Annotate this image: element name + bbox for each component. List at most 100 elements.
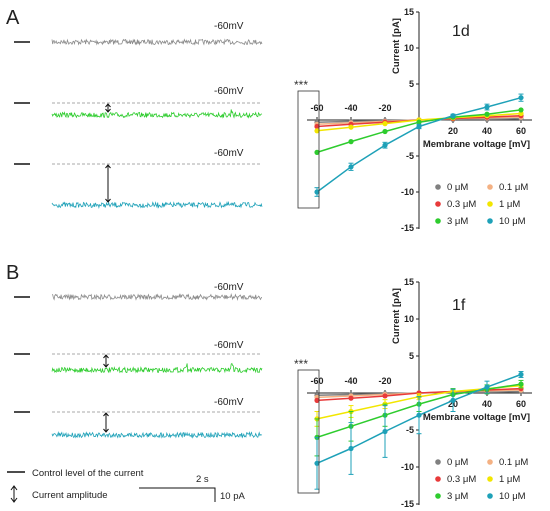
- x-axis-label: Membrane voltage [mV]: [423, 412, 530, 423]
- x-tick-label: -20: [378, 103, 391, 113]
- y-axis-label: Current [pA]: [391, 288, 402, 344]
- x-tick-label: 40: [482, 126, 492, 136]
- y-tick-label: 10: [404, 314, 414, 324]
- scale-bar-current: 10 pA: [220, 491, 245, 502]
- x-tick-label: 60: [516, 126, 526, 136]
- voltage-label: -60mV: [214, 86, 244, 97]
- scale-bar: [139, 487, 216, 502]
- y-tick-label: 15: [404, 7, 414, 17]
- current-trace: [51, 109, 263, 119]
- voltage-label: -60mV: [214, 282, 244, 293]
- x-tick-label: -60: [310, 376, 323, 386]
- data-point: [348, 139, 354, 145]
- traces-panel-a: -60mV -60mV -60mV: [14, 21, 263, 209]
- x-tick-label: 20: [448, 126, 458, 136]
- voltage-label: -60mV: [214, 21, 244, 32]
- data-point: [348, 395, 354, 401]
- legend-label: 10 μM: [499, 216, 526, 227]
- amplitude-label: Current amplitude: [32, 490, 108, 501]
- data-point: [518, 381, 524, 387]
- legend-marker: [435, 493, 441, 499]
- control-level-label: Control level of the current: [32, 468, 144, 479]
- amplitude-arrowhead: [105, 164, 111, 203]
- data-point: [348, 445, 354, 452]
- data-point: [416, 390, 422, 396]
- y-tick-label: -5: [406, 425, 414, 435]
- amplitude-arrowheads: [10, 485, 18, 503]
- legend-marker: [435, 218, 441, 224]
- data-point: [314, 128, 320, 134]
- legend-label: 0.3 μM: [447, 199, 476, 210]
- data-point: [314, 189, 320, 195]
- current-trace: [51, 293, 262, 301]
- x-tick-label: -40: [344, 376, 357, 386]
- data-point: [314, 460, 320, 466]
- legend-marker: [487, 218, 493, 224]
- data-point: [314, 123, 320, 130]
- significance-box-b: [297, 369, 320, 494]
- panel-letter-b: B: [6, 262, 19, 284]
- chart-title: 1d: [452, 23, 470, 40]
- legend-label: 10 μM: [499, 491, 526, 502]
- data-point: [382, 428, 388, 435]
- chart-title: 1f: [452, 297, 466, 314]
- panel-letter-a: A: [6, 7, 20, 29]
- data-point: [484, 104, 490, 110]
- x-tick-label: -60: [310, 103, 323, 113]
- y-tick-label: -15: [401, 223, 414, 233]
- legend-marker: [487, 459, 493, 465]
- data-point: [450, 397, 456, 403]
- legend-marker: [487, 184, 493, 190]
- legend-marker: [487, 493, 493, 499]
- data-point: [484, 111, 490, 117]
- legend-label: 1 μM: [499, 199, 520, 210]
- data-point: [484, 384, 490, 390]
- legend-marker: [435, 184, 441, 190]
- data-point: [518, 371, 524, 378]
- y-tick-label: -5: [406, 151, 414, 161]
- y-tick-label: -10: [401, 462, 414, 472]
- data-point: [450, 113, 456, 119]
- legend-label: 0 μM: [447, 182, 468, 193]
- data-point: [314, 149, 320, 155]
- amplitude-arrowhead: [103, 354, 109, 368]
- data-point: [382, 393, 388, 399]
- scale-bar-time: 2 s: [196, 474, 209, 485]
- voltage-label: -60mV: [214, 148, 244, 159]
- data-point: [382, 128, 388, 135]
- current-trace: [51, 200, 263, 209]
- data-point: [382, 121, 388, 127]
- series-10m: [314, 371, 524, 490]
- legend-label: 0 μM: [447, 457, 468, 468]
- data-point: [348, 164, 354, 170]
- data-point: [416, 412, 422, 418]
- amplitude-arrowhead: [105, 103, 111, 113]
- significance-b: ***: [294, 357, 308, 371]
- voltage-label: -60mV: [214, 340, 244, 351]
- legend-marker: [487, 201, 493, 207]
- x-axis-label: Membrane voltage [mV]: [423, 139, 530, 150]
- data-point: [518, 107, 524, 113]
- voltage-label: -60mV: [214, 397, 244, 408]
- x-tick-label: 40: [482, 399, 492, 409]
- legend-label: 1 μM: [499, 474, 520, 485]
- data-point: [416, 123, 422, 130]
- data-point: [518, 95, 524, 101]
- legend-label: 3 μM: [447, 216, 468, 227]
- y-tick-label: -15: [401, 499, 414, 509]
- x-tick-label: 60: [516, 399, 526, 409]
- significance-box-a: [297, 90, 320, 209]
- legend-marker: [435, 459, 441, 465]
- current-trace: [51, 362, 263, 374]
- y-tick-label: 5: [409, 79, 414, 89]
- data-point: [348, 124, 354, 130]
- current-trace: [51, 431, 263, 439]
- legend-label: 0.1 μM: [499, 182, 528, 193]
- legend-label: 3 μM: [447, 491, 468, 502]
- y-tick-label: 5: [409, 351, 414, 361]
- y-tick-label: -10: [401, 187, 414, 197]
- legend-marker: [435, 476, 441, 482]
- legend-label: 0.1 μM: [499, 457, 528, 468]
